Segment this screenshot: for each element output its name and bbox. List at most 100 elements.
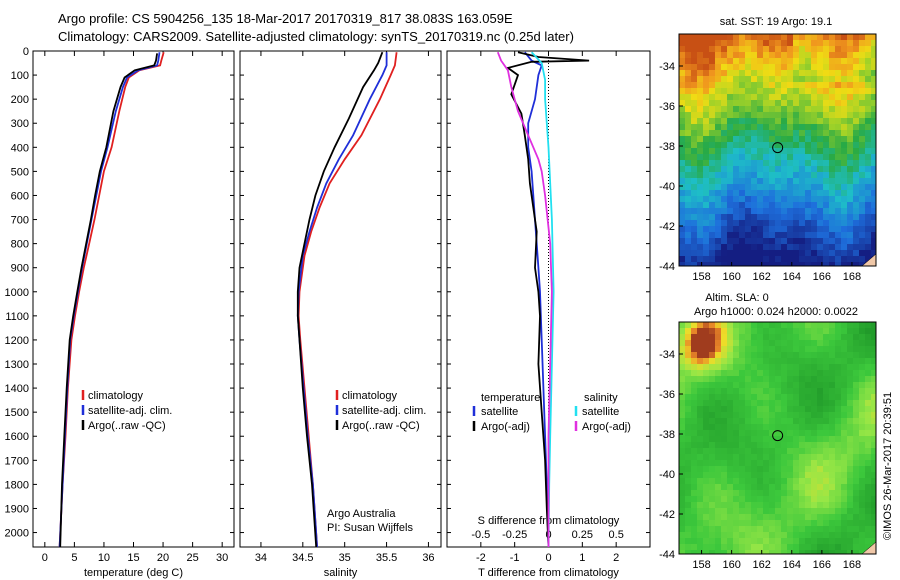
sst-map-cell [805,202,812,209]
sst-map-cell [823,220,830,227]
sst-map-cell [841,106,848,113]
sla-map-cell [787,442,794,449]
sla-map-cell [817,520,824,527]
sst-map-cell [703,202,710,209]
sst-map-cell [799,220,806,227]
sla-map-cell [799,334,806,341]
sst-map-cell [811,106,818,113]
sla-map-cell [793,442,800,449]
sst-map-cell [871,52,877,59]
sst-map-cell [865,106,872,113]
sst-map-cell [703,244,710,251]
sla-map-cell [859,430,866,437]
sla-map-cell [823,490,830,497]
sla-map-cell [715,442,722,449]
sla-map-cell [811,532,818,539]
sst-map-cell [859,130,866,137]
sla-map-cell [739,436,746,443]
sst-map-cell [853,130,860,137]
sla-map-cell [721,502,728,509]
sla-map-cell [703,460,710,467]
sla-map-cell [709,370,716,377]
sla-map-cell [781,376,788,383]
sst-map-cell [859,76,866,83]
sst-map-cell [817,118,824,125]
sst-map-cell [733,160,740,167]
sst-map-cell [835,232,842,239]
sst-map-cell [703,46,710,53]
sla-map-cell [697,322,704,329]
sst-map-cell [775,226,782,233]
sst-map-cell [733,100,740,107]
sla-map-cell [685,412,692,419]
sla-map-cell [817,328,824,335]
salinity-xtick-label: 35.5 [376,552,397,564]
sla-map-cell [715,508,722,515]
sla-map-cell [727,532,734,539]
sst-map-cell [865,250,872,257]
sla-map-cell [865,526,872,533]
sst-map-cell [859,58,866,65]
sla-map-cell [823,460,830,467]
sst-map-cell [805,142,812,149]
sst-map-cell [793,130,800,137]
sla-map-cell [697,514,704,521]
sla-map-cell [805,340,812,347]
sst-map-cell [805,250,812,257]
sla-map-cell [853,466,860,473]
sla-map-cell [841,430,848,437]
sla-map-cell [793,496,800,503]
sla-map-cell [841,496,848,503]
sla-map-cell [727,502,734,509]
sla-map-cell [727,484,734,491]
sst-map-cell [823,130,830,137]
sla-map-cell [841,514,848,521]
sst-map-cell [859,94,866,101]
sla-map-cell [793,334,800,341]
sla-map-cell [715,532,722,539]
sla-map-cell [745,328,752,335]
sla-map-cell [853,388,860,395]
sla-map-cell [841,364,848,371]
sst-map-cell [793,250,800,257]
sst-map-cell [817,238,824,245]
sla-map-cell [859,382,866,389]
sst-map-cell [727,160,734,167]
sst-map-cell [865,94,872,101]
sla-map-cell [685,550,692,555]
sla-map-cell [859,520,866,527]
sst-map-cell [841,118,848,125]
sst-map-cell [685,238,692,245]
sla-map-cell [757,412,764,419]
sla-map-cell [841,322,848,329]
sst-map-cell [871,214,877,221]
sst-map-cell [817,58,824,65]
sla-map-cell [793,328,800,335]
sst-map-cell [703,70,710,77]
sla-map-cell [799,448,806,455]
sst-map-cell [835,136,842,143]
sla-map-cell [721,514,728,521]
sla-map-cell [859,376,866,383]
sla-map-cell [703,334,710,341]
sla-map-cell [763,358,770,365]
sla-map-cell [697,328,704,335]
sla-map-cell [859,322,866,329]
sst-map-cell [841,46,848,53]
sst-map-cell [841,154,848,161]
sst-map-cell [751,52,758,59]
sst-map-cell [697,64,704,71]
sla-map-cell [679,544,686,551]
sla-map-cell [817,454,824,461]
sla-map-cell [739,346,746,353]
sst-map-cell [757,46,764,53]
sst-map-cell [715,208,722,215]
difference-xtick-label: -1 [510,552,520,564]
sla-map-cell [871,400,877,407]
sst-map-cell [805,208,812,215]
sla-map-cell [769,550,776,555]
sla-map-cell [727,376,734,383]
difference-top-tick-label: 0.25 [572,529,593,541]
sst-map-cell [793,118,800,125]
sst-map-cell [859,64,866,71]
